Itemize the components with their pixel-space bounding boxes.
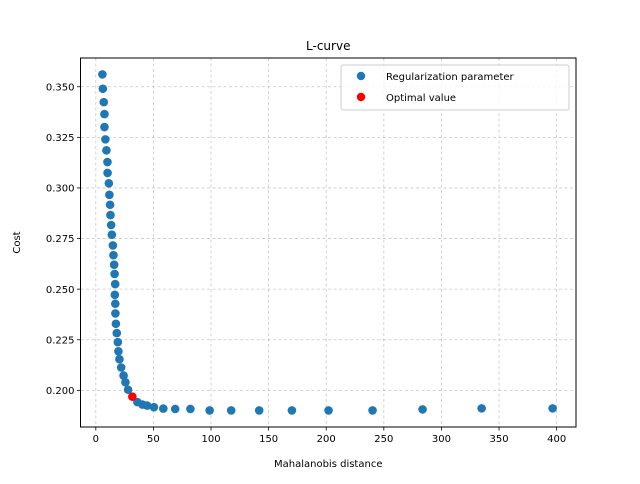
y-tick-label: 0.275 (46, 234, 75, 245)
legend-label-optimal-value: Optimal value (386, 93, 456, 104)
data-point (548, 404, 557, 413)
data-point (107, 230, 117, 240)
grid (80, 58, 576, 427)
data-point (142, 401, 152, 410)
data-point (100, 109, 109, 119)
x-tick-label: 200 (317, 434, 336, 445)
x-tick-label: 400 (547, 434, 566, 445)
circle-marker-icon (356, 92, 366, 102)
data-point (103, 157, 112, 167)
chart-title: L-curve (306, 39, 350, 53)
data-point (287, 406, 297, 415)
data-point (98, 84, 108, 94)
data-point (109, 260, 119, 269)
data-point (418, 405, 427, 414)
data-point (104, 178, 114, 188)
data-point (186, 404, 195, 414)
data-point (254, 406, 264, 415)
data-point (324, 406, 333, 415)
x-tick-label: 150 (259, 434, 278, 445)
x-tick-label: 0 (93, 434, 99, 445)
x-tick-label: 350 (489, 434, 508, 445)
y-tick-label: 0.200 (46, 386, 75, 397)
data-point (110, 290, 120, 300)
data-point (98, 70, 107, 79)
data-point (116, 363, 126, 372)
y-axis-label: Cost (12, 231, 23, 253)
data-point (170, 404, 180, 414)
data-point (103, 168, 112, 178)
data-point (110, 299, 120, 309)
data-point (111, 309, 120, 318)
data-point (108, 241, 118, 250)
x-tick-label: 50 (147, 434, 160, 445)
data-point (112, 328, 122, 338)
y-tick-label: 0.225 (46, 335, 75, 346)
data-point (105, 200, 115, 210)
y-tick-label: 0.250 (46, 285, 75, 296)
data-point (110, 279, 120, 289)
circle-marker-icon (356, 71, 366, 81)
data-point (123, 385, 133, 395)
legend-box (340, 64, 570, 111)
data-point (109, 250, 118, 260)
data-point (106, 220, 116, 230)
data-point (128, 392, 137, 401)
data-point (106, 210, 115, 220)
data-point (99, 97, 109, 107)
x-axis-label: Mahalanobis distance (274, 459, 382, 470)
axis-ticks: 0 50 100 150 200 250 300 350 400 0.200 0.225 0.250 0… (46, 82, 566, 445)
x-tick-label: 250 (374, 434, 393, 445)
y-tick-label: 0.350 (46, 82, 75, 93)
legend: Regularization parameter Optimal value (340, 64, 570, 111)
series-regularization-parameter (98, 70, 557, 415)
data-point (105, 190, 114, 200)
x-tick-label: 100 (201, 434, 220, 445)
data-point (477, 404, 486, 413)
data-point (115, 354, 124, 364)
y-tick-label: 0.300 (46, 184, 75, 195)
data-points (98, 70, 557, 415)
legend-label-regularization-parameter: Regularization parameter (386, 72, 515, 83)
series-optimal-value (128, 392, 137, 401)
data-point (226, 406, 236, 415)
data-point (149, 402, 159, 412)
data-point (111, 319, 121, 329)
y-tick-label: 0.325 (46, 133, 75, 144)
data-point (102, 146, 111, 155)
data-point (110, 269, 119, 279)
data-point (159, 404, 168, 413)
data-point (368, 406, 377, 415)
data-point (113, 337, 123, 347)
axes-frame (80, 57, 577, 428)
data-point (100, 122, 109, 132)
x-tick-label: 300 (432, 434, 451, 445)
data-point (205, 406, 214, 415)
data-point (114, 346, 123, 356)
data-point (121, 377, 130, 387)
data-point (101, 135, 110, 144)
data-point (119, 371, 128, 380)
